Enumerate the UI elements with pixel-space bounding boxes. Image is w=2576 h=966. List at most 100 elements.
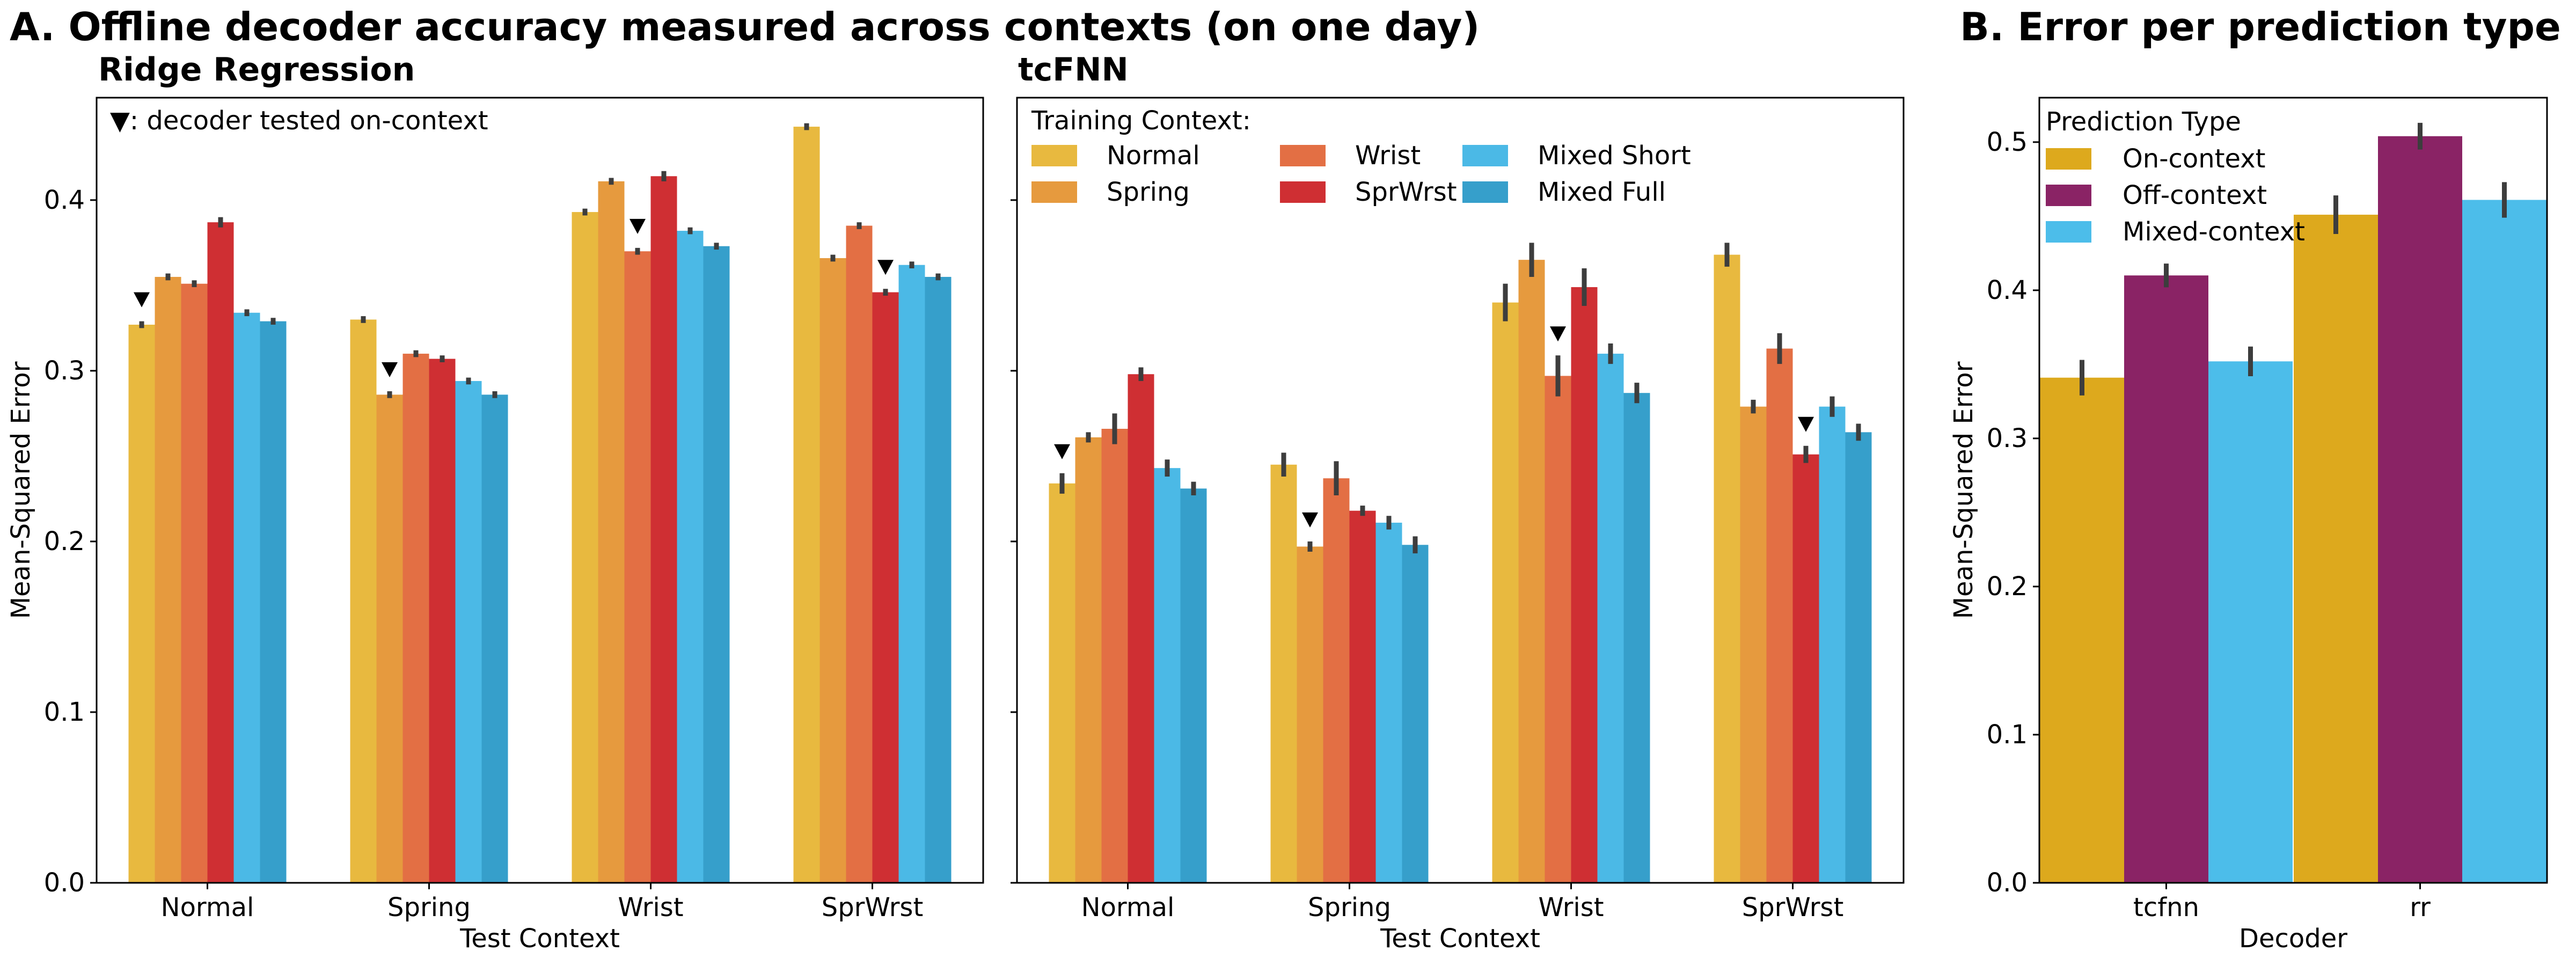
legend-label-on-context: On-context: [2123, 144, 2265, 174]
on-context-marker: [134, 292, 150, 308]
legend-swatch-wrist: [1280, 145, 1326, 166]
y-tick-label: 0.5: [1987, 127, 2028, 157]
bar-wrist-normal: [572, 212, 598, 883]
bar-normal-mixed-short: [233, 312, 260, 883]
x-tick-label: tcfnn: [2133, 892, 2199, 923]
x-tick-label: Wrist: [1538, 892, 1604, 923]
x-tick-label: Spring: [1308, 892, 1391, 923]
ridge-regression-plot: Ridge Regression 0.0 0.1 0.2 0.3 0.4 Normal Spr…: [6, 51, 984, 954]
on-context-marker-note: ▼: decoder tested on-context: [110, 106, 488, 136]
legend-label-sprwrst: SprWrst: [1355, 177, 1457, 207]
bar-wrist-mixed-short: [1597, 354, 1624, 883]
bar-normal-mixed-full: [1180, 488, 1207, 883]
bar-tcfnn-on-context: [2040, 377, 2124, 883]
bar-sprwrst-mixed-full: [925, 276, 952, 883]
bar-spring-spring: [1297, 546, 1323, 883]
subplot-title: tcFNN: [1018, 51, 1129, 89]
on-context-marker: [1054, 444, 1070, 459]
y-tick-label: 0.0: [1987, 868, 2028, 898]
training-context-legend-title: Training Context:: [1031, 106, 1251, 136]
x-tick-label: Normal: [1081, 892, 1175, 923]
y-tick-label: 0.4: [1987, 275, 2028, 305]
prediction-type-legend-title: Prediction Type: [2046, 107, 2241, 137]
bar-spring-sprwrst: [1349, 510, 1376, 883]
bar-wrist-wrist: [624, 251, 651, 883]
x-axis-label: Decoder: [2239, 924, 2347, 954]
legend-swatch-normal: [1031, 145, 1077, 166]
prediction-type-legend: On-context Off-context Mixed-context: [2046, 144, 2305, 247]
subplot-title: Ridge Regression: [98, 51, 415, 89]
y-axis-label: Mean-Squared Error: [1949, 361, 1979, 619]
panel-a-title: A. Offline decoder accuracy measured acr…: [10, 4, 1480, 49]
legend-swatch-mixed-short: [1462, 145, 1508, 166]
legend-swatch-mixed-full: [1462, 181, 1508, 203]
bar-sprwrst-wrist: [1766, 348, 1793, 883]
bar-spring-mixed-full: [1402, 545, 1429, 883]
x-axis-label: Test Context: [1380, 924, 1540, 954]
legend-label-off-context: Off-context: [2123, 180, 2267, 210]
x-tick-label: Wrist: [618, 892, 683, 923]
legend-swatch-off-context: [2046, 185, 2091, 206]
bar-normal-sprwrst: [207, 222, 234, 883]
x-axis-label: Test Context: [459, 924, 620, 954]
bar-wrist-mixed-full: [1623, 393, 1650, 883]
y-tick-label: 0.0: [44, 868, 85, 898]
bar-spring-wrist: [402, 354, 429, 883]
bar-wrist-sprwrst: [1571, 287, 1598, 883]
bar-spring-normal: [350, 319, 377, 883]
bar-sprwrst-mixed-full: [1845, 432, 1872, 883]
legend-label-spring: Spring: [1107, 177, 1190, 207]
panel-b-title: B. Error per prediction type: [1960, 4, 2561, 49]
on-context-marker: [382, 362, 398, 378]
bar-sprwrst-mixed-short: [1819, 406, 1846, 883]
y-tick-label: 0.2: [44, 526, 85, 557]
bar-wrist-spring: [598, 181, 625, 883]
on-context-marker: [1302, 512, 1318, 528]
bar-spring-sprwrst: [429, 358, 456, 883]
bar-wrist-mixed-short: [677, 231, 704, 883]
bar-sprwrst-sprwrst: [872, 292, 899, 883]
legend-swatch-spring: [1031, 181, 1077, 203]
on-context-marker: [1798, 416, 1814, 432]
bar-spring-normal: [1270, 464, 1297, 883]
y-tick-label: 0.1: [44, 697, 85, 727]
bar-normal-wrist: [1101, 429, 1128, 883]
training-context-legend: Normal Spring Wrist SprWrst Mixed Short Mixed…: [1031, 141, 1691, 207]
y-axis-label: Mean-Squared Error: [6, 361, 36, 619]
bar-tcfnn-mixed-context: [2208, 361, 2293, 883]
bar-wrist-mixed-full: [703, 246, 730, 883]
bar-wrist-sprwrst: [650, 176, 677, 883]
tcfnn-plot: tcFNN Normal Spring Wrist SprWrst Test Contex…: [1011, 51, 1905, 954]
bar-tcfnn-off-context: [2124, 275, 2208, 883]
bar-rr-on-context: [2294, 215, 2378, 883]
bar-normal-mixed-short: [1154, 468, 1181, 883]
x-tick-label: Spring: [387, 892, 471, 923]
plot-frame: [2038, 97, 2548, 884]
legend-label-wrist: Wrist: [1355, 141, 1421, 171]
bar-spring-mixed-short: [455, 380, 482, 883]
bar-normal-sprwrst: [1128, 374, 1154, 883]
bar-normal-wrist: [181, 283, 208, 883]
y-tick-label: 0.2: [1987, 572, 2028, 602]
plot-frame: [1016, 97, 1905, 884]
y-tick-label: 0.1: [1987, 720, 2028, 750]
bar-normal-mixed-full: [260, 321, 287, 883]
bar-wrist-wrist: [1545, 376, 1571, 883]
plot-frame: [96, 97, 984, 884]
bar-sprwrst-normal: [793, 127, 820, 883]
x-tick-label: Normal: [161, 892, 254, 923]
bar-normal-normal: [128, 324, 155, 883]
bar-spring-spring: [376, 394, 403, 883]
bar-wrist-normal: [1492, 302, 1519, 883]
y-tick-label: 0.3: [1987, 423, 2028, 453]
bar-normal-spring: [1075, 437, 1102, 883]
bar-sprwrst-normal: [1714, 254, 1740, 883]
on-context-marker: [630, 218, 646, 234]
bar-sprwrst-spring: [1740, 406, 1767, 883]
legend-swatch-on-context: [2046, 148, 2091, 170]
x-tick-label: rr: [2410, 892, 2431, 923]
y-tick-label: 0.3: [44, 356, 85, 386]
on-context-marker: [1550, 326, 1566, 342]
legend-swatch-sprwrst: [1280, 181, 1326, 203]
bar-wrist-spring: [1518, 260, 1545, 883]
